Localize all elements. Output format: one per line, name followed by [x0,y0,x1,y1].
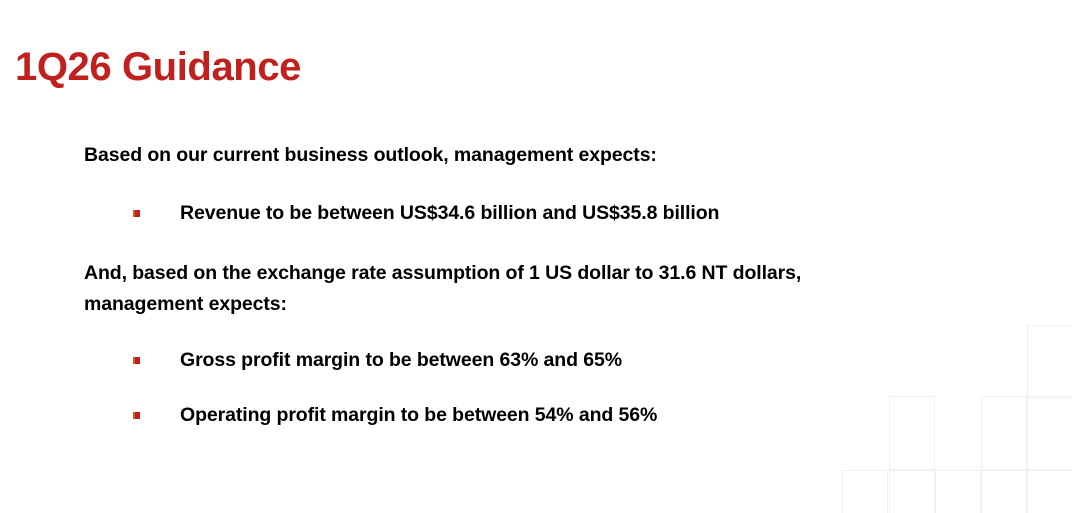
grid-cell [935,470,981,513]
operating-margin-guidance-text: Operating profit margin to be between 54… [180,403,658,426]
intro-paragraph: Based on our current business outlook, m… [84,144,657,166]
square-bullet-icon [133,411,140,419]
grid-cell [842,470,888,513]
list-item-revenue: Revenue to be between US$34.6 billion an… [133,199,1014,228]
gross-margin-guidance-text: Gross profit margin to be between 63% an… [180,348,622,371]
grid-cell [889,470,935,513]
square-bullet-icon [133,356,140,364]
guidance-body: Based on our current business outlook, m… [84,140,1014,430]
fx-paragraph-line2: management expects: [84,292,287,315]
list-item-operating-margin: Operating profit margin to be between 54… [133,401,1014,430]
square-bullet-icon [133,209,140,217]
grid-cell [1027,396,1072,470]
page-title: 1Q26 Guidance [15,44,302,89]
revenue-guidance-text: Revenue to be between US$34.6 billion an… [180,201,720,224]
grid-cell [981,470,1027,513]
list-item-gross-margin: Gross profit margin to be between 63% an… [133,346,1014,375]
fx-paragraph-line1: And, based on the exchange rate assumpti… [84,262,802,285]
grid-cell [1027,470,1072,513]
grid-cell [1027,325,1072,399]
